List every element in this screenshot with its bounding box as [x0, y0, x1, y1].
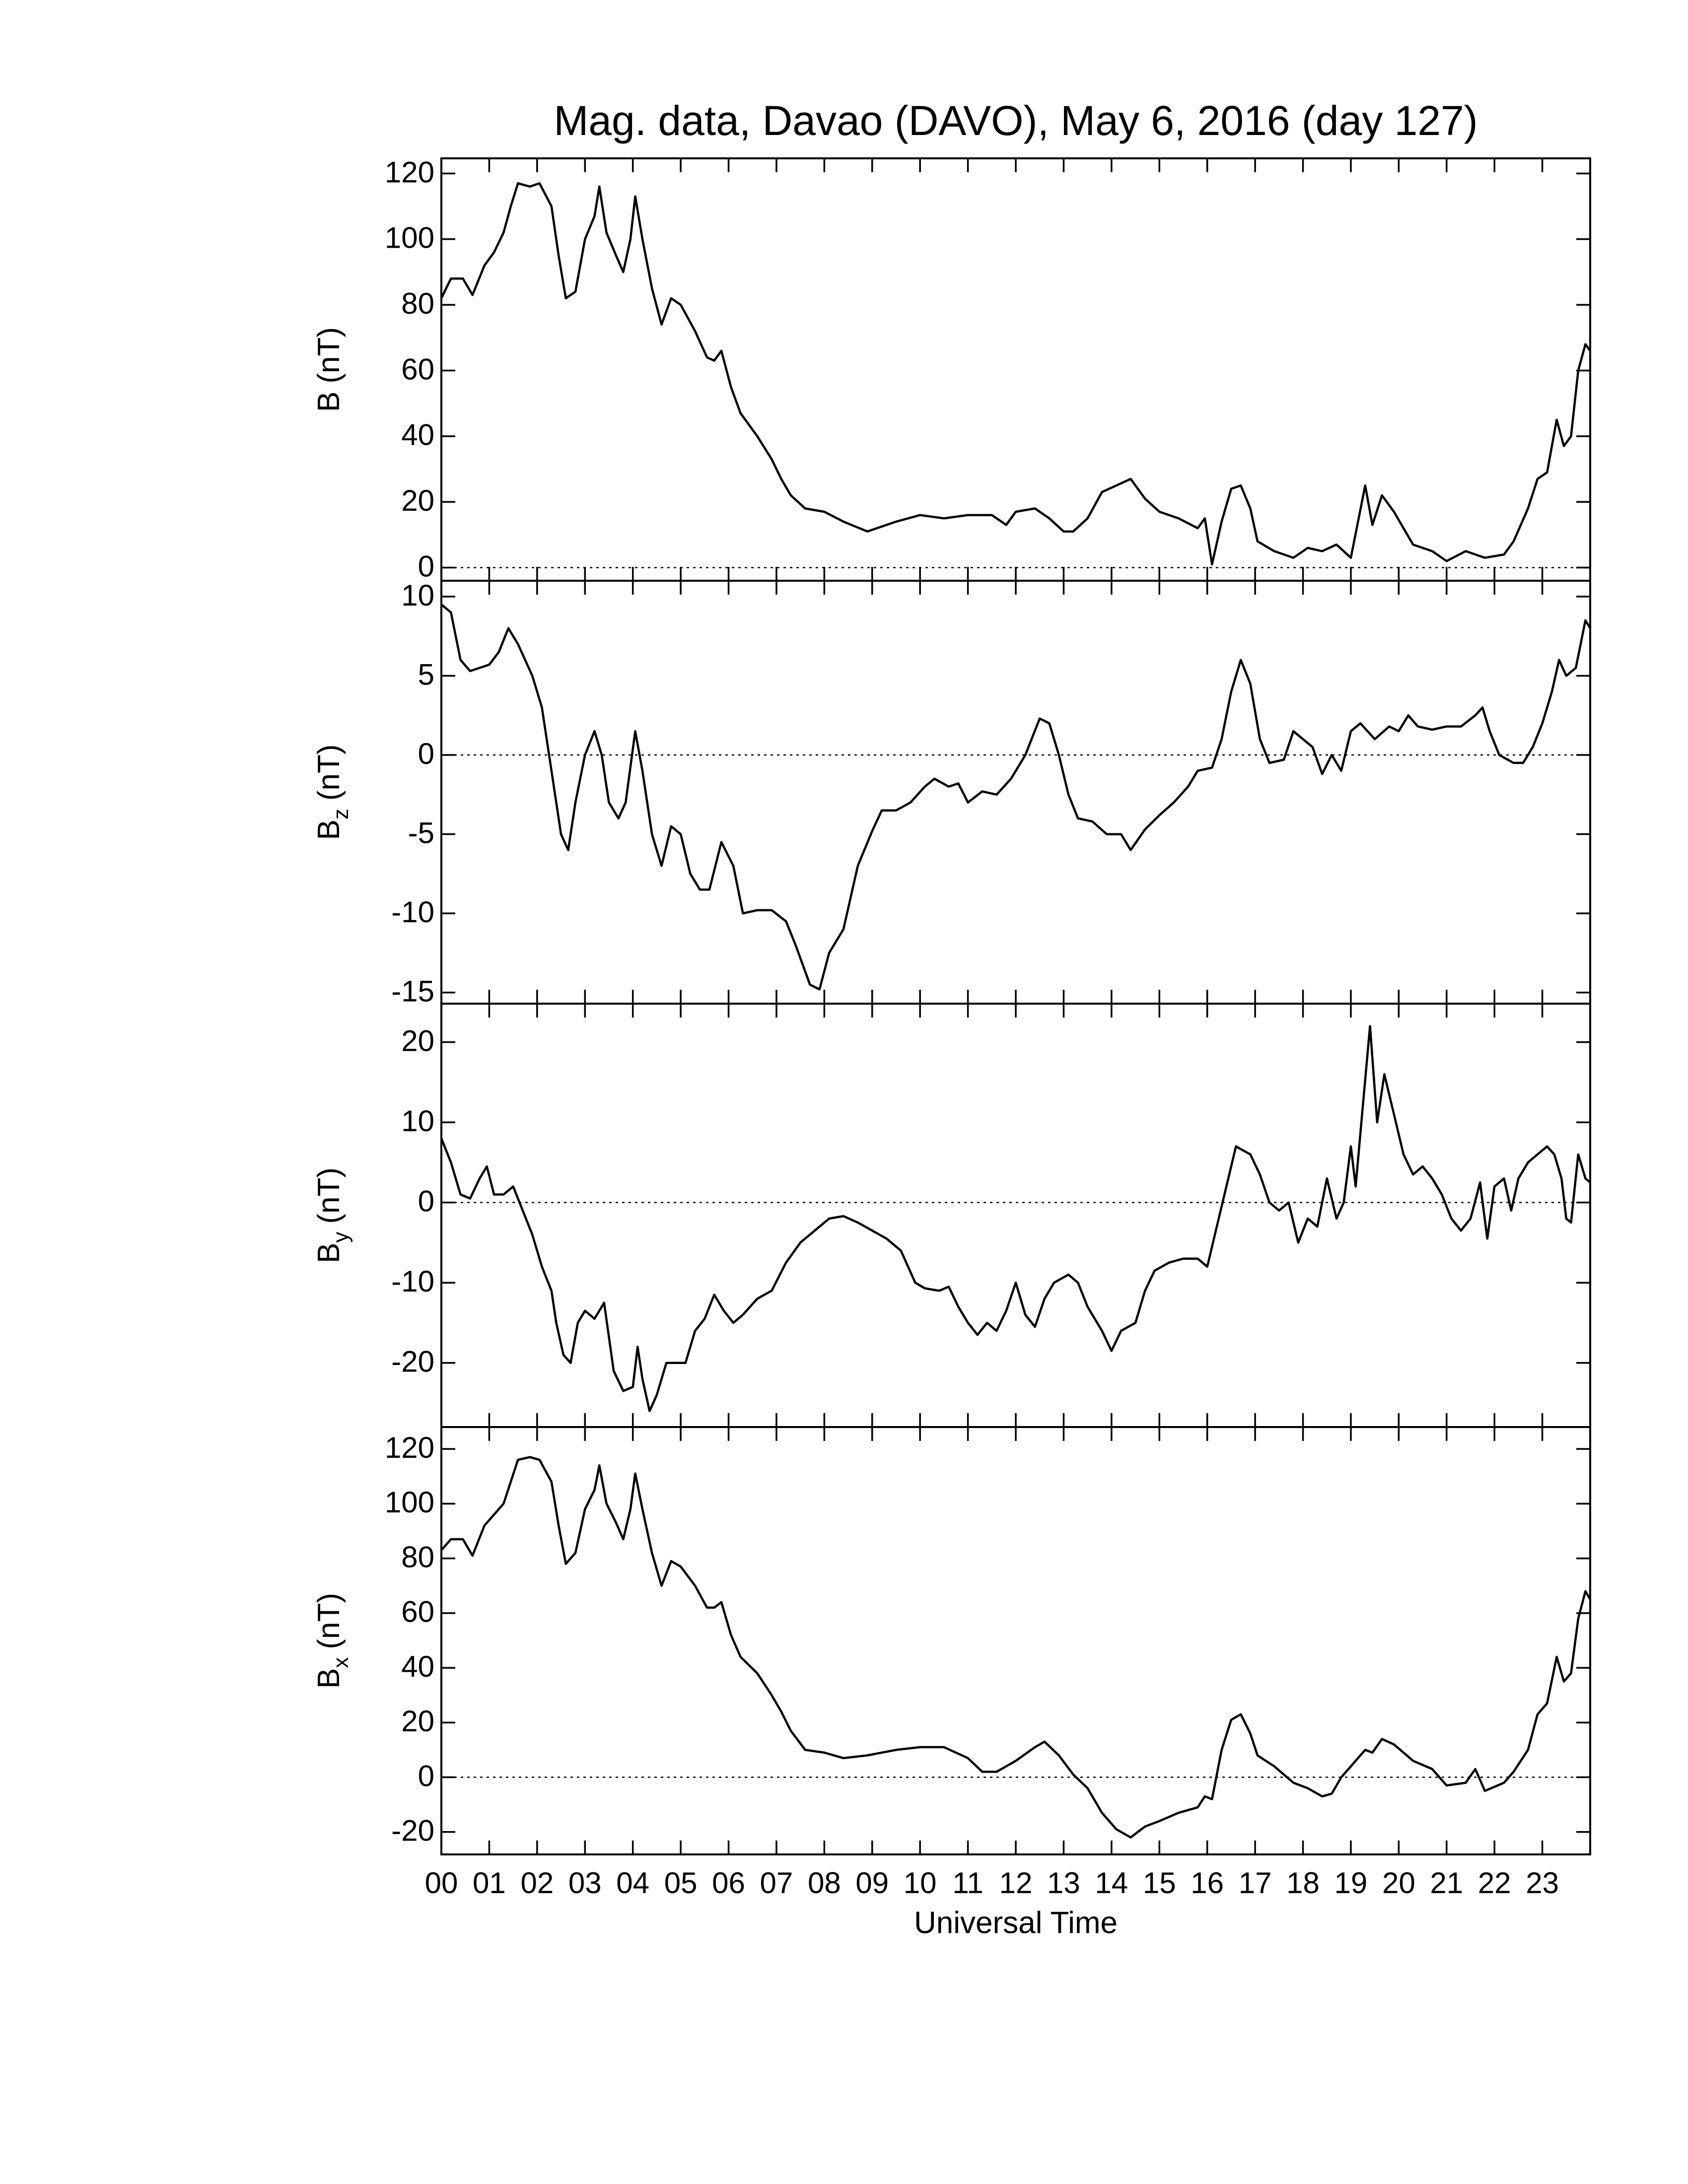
y-tick-label: 100	[385, 221, 434, 255]
y-label-unit: (nT)	[312, 744, 346, 801]
y-tick-label: -20	[391, 1814, 434, 1847]
y-tick-label: 0	[418, 1184, 434, 1218]
y-tick-label: 40	[401, 1650, 434, 1683]
y-tick-label: 100	[385, 1486, 434, 1519]
y-tick-label: -10	[391, 1265, 434, 1298]
y-tick-label: 20	[401, 484, 434, 517]
y-tick-label: 40	[401, 418, 434, 452]
x-tick-label: 15	[1143, 1866, 1176, 1900]
x-tick-label: 16	[1191, 1866, 1224, 1900]
y-tick-label: -5	[408, 816, 434, 849]
x-tick-label: 17	[1239, 1866, 1272, 1900]
y-axis-label: By (nT)	[312, 1167, 352, 1263]
y-tick-label: 80	[401, 1540, 434, 1573]
y-tick-label: 0	[418, 737, 434, 770]
x-tick-label: 00	[425, 1866, 458, 1900]
x-tick-label: 06	[712, 1866, 745, 1900]
y-tick-label: 10	[401, 1104, 434, 1138]
y-label-subscript: y	[329, 1232, 353, 1243]
y-tick-label: -15	[391, 975, 434, 1008]
x-tick-label: 21	[1430, 1866, 1463, 1900]
x-tick-label: 05	[664, 1866, 698, 1900]
y-tick-label: 5	[418, 658, 434, 691]
x-tick-label: 04	[616, 1866, 649, 1900]
data-line	[440, 1456, 1591, 1839]
y-label-subscript: x	[329, 1657, 353, 1668]
data-line	[440, 182, 1591, 566]
y-label-symbol: B	[312, 392, 346, 412]
y-tick-label: 10	[401, 579, 434, 612]
x-axis-label: Universal Time	[914, 1906, 1118, 1940]
x-tick-label: 22	[1478, 1866, 1511, 1900]
y-tick-label: -10	[391, 895, 434, 929]
x-tick-label: 12	[999, 1866, 1033, 1900]
x-tick-label: 19	[1335, 1866, 1368, 1900]
y-label-symbol: B	[312, 1243, 346, 1263]
x-tick-label: 02	[520, 1866, 554, 1900]
x-tick-label: 01	[473, 1866, 506, 1900]
y-tick-label: 120	[385, 155, 434, 189]
x-tick-label: 13	[1047, 1866, 1080, 1900]
y-label-unit: (nT)	[312, 327, 346, 384]
data-line	[440, 604, 1591, 991]
y-tick-label: 20	[401, 1024, 434, 1057]
y-label-subscript: z	[329, 809, 353, 819]
x-tick-label: 14	[1095, 1866, 1128, 1900]
data-line	[440, 1024, 1591, 1412]
x-tick-label: 03	[568, 1866, 602, 1900]
x-tick-label: 07	[760, 1866, 793, 1900]
y-label-unit: (nT)	[312, 1167, 346, 1224]
y-axis-label: Bz (nT)	[312, 744, 352, 840]
y-axis-label: B (nT)	[312, 327, 346, 412]
x-tick-label: 20	[1382, 1866, 1415, 1900]
y-axis-label: Bx (nT)	[312, 1593, 352, 1689]
chart-title: Mag. data, Davao (DAVO), May 6, 2016 (da…	[554, 97, 1477, 144]
y-tick-label: 0	[418, 1759, 434, 1792]
x-tick-label: 23	[1526, 1866, 1559, 1900]
x-tick-label: 09	[855, 1866, 889, 1900]
x-tick-label: 08	[808, 1866, 841, 1900]
y-label-symbol: B	[312, 1668, 346, 1689]
x-tick-label: 10	[904, 1866, 937, 1900]
y-tick-label: -20	[391, 1345, 434, 1378]
y-tick-label: 60	[401, 352, 434, 386]
x-tick-label: 11	[952, 1866, 983, 1900]
y-tick-label: 120	[385, 1431, 434, 1464]
y-tick-label: 60	[401, 1595, 434, 1629]
y-label-symbol: B	[312, 819, 346, 840]
y-tick-label: 20	[401, 1705, 434, 1738]
x-tick-label: 18	[1286, 1866, 1320, 1900]
y-tick-label: 0	[418, 549, 434, 583]
y-label-unit: (nT)	[312, 1593, 346, 1649]
y-tick-label: 80	[401, 287, 434, 320]
